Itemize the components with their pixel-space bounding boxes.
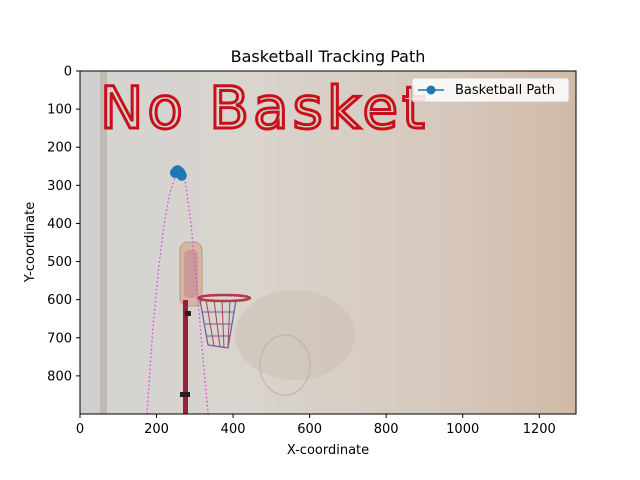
x-tick-label: 600: [297, 422, 322, 437]
x-tick-label: 1000: [446, 422, 479, 437]
y-tick-label: 200: [47, 141, 72, 156]
x-tick-label: 1200: [523, 422, 556, 437]
legend: Basketball Path: [411, 77, 570, 103]
x-tick-label: 200: [144, 422, 169, 437]
y-tick-label: 100: [47, 103, 72, 118]
y-tick-label: 0: [64, 65, 72, 80]
y-tick-label: 500: [47, 255, 72, 270]
y-tick-label: 700: [47, 331, 72, 346]
y-tick-label: 800: [47, 369, 72, 384]
ticks-layer: 0 200 400 600 800 1000 1200 0 100 200 300 400 500 600…: [47, 65, 556, 438]
x-tick-label: 400: [221, 422, 246, 437]
x-tick-label: 0: [76, 422, 84, 437]
y-tick-label: 300: [47, 179, 72, 194]
series-point: [170, 168, 181, 179]
x-tick-label: 800: [374, 422, 399, 437]
y-tick-label: 600: [47, 293, 72, 308]
overlay-annotation: No Basket: [100, 74, 429, 142]
legend-box: [411, 77, 570, 103]
chart-title: Basketball Tracking Path: [231, 47, 426, 66]
axes-frame: [79, 70, 577, 415]
x-axis-label: X-coordinate: [287, 443, 369, 458]
plot-layer: [146, 165, 209, 414]
y-tick-label: 400: [47, 217, 72, 232]
background-photo: [80, 71, 576, 414]
legend-label: Basketball Path: [455, 83, 555, 98]
legend-marker: [426, 85, 436, 95]
y-axis-label: Y-coordinate: [23, 202, 38, 283]
